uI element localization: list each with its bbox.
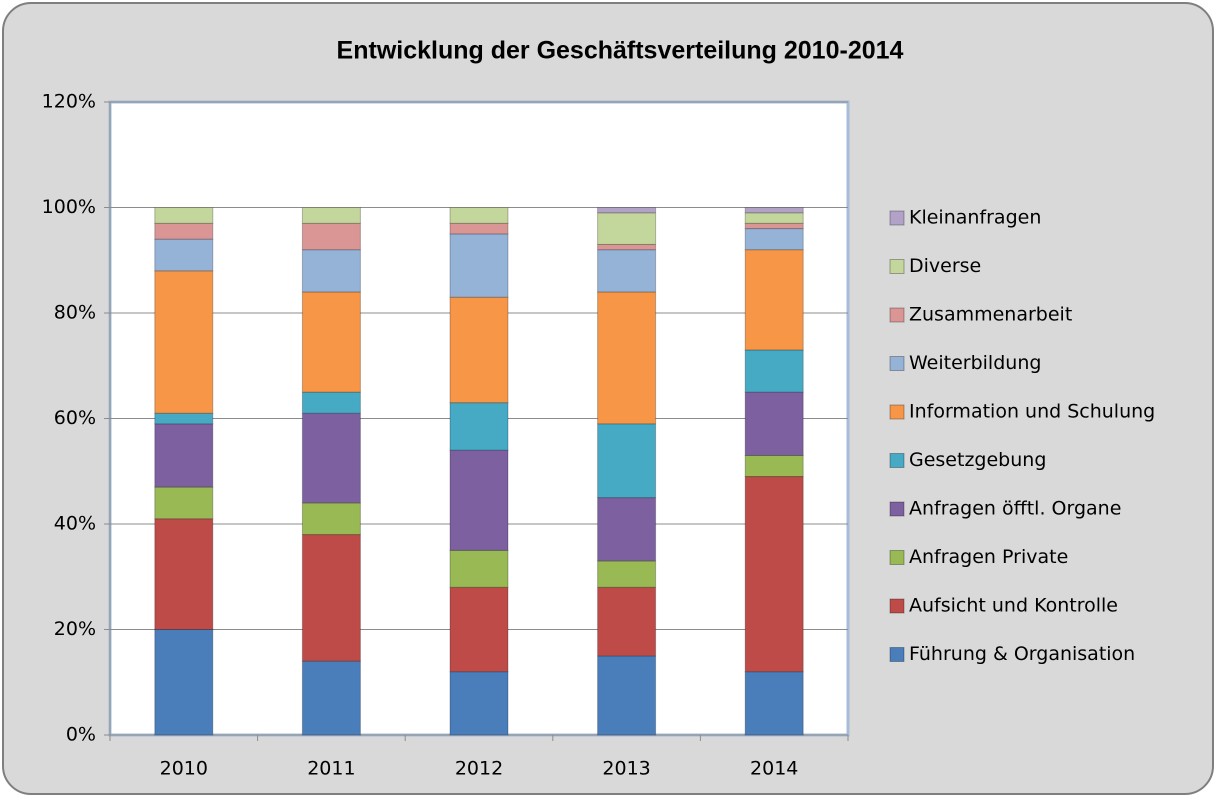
legend-label: Gesetzgebung	[909, 449, 1046, 471]
bar-segment	[301, 502, 361, 536]
legend-label: Weiterbildung	[909, 352, 1041, 374]
bar-segment	[449, 222, 509, 235]
bar-segment	[449, 402, 509, 451]
bar-segment	[154, 629, 214, 736]
y-tick-label: 80%	[54, 302, 96, 324]
y-tick-label: 20%	[54, 618, 96, 640]
bar-segment	[154, 207, 214, 224]
legend-swatch	[889, 259, 905, 274]
bar-segment	[597, 243, 657, 251]
chart-title: Entwicklung der Geschäftsverteilung 2010…	[337, 37, 904, 65]
legend-swatch	[889, 307, 905, 323]
bar-segment	[154, 423, 214, 488]
legend-label: Führung & Organisation	[909, 643, 1135, 665]
bar-segment	[597, 249, 657, 293]
y-tick-label: 0%	[66, 724, 96, 746]
bar-segment	[744, 207, 804, 214]
bar-segment	[449, 207, 509, 224]
legend-swatch	[889, 647, 905, 662]
legend-label: Information und Schulung	[909, 401, 1155, 423]
bar-segment	[597, 291, 657, 425]
legend-label: Diverse	[909, 255, 981, 277]
bar-segment	[597, 655, 657, 736]
bar-segment	[301, 249, 361, 293]
y-tick-label: 120%	[42, 91, 96, 113]
legend-swatch	[889, 598, 905, 614]
legend-swatch	[889, 404, 905, 420]
bar-segment	[744, 391, 804, 456]
legend-label: Kleinanfragen	[909, 207, 1041, 229]
legend-label: Aufsicht und Kontrolle	[909, 595, 1118, 617]
bar-segment	[154, 518, 214, 630]
x-tick-label: 2010	[160, 758, 208, 780]
legend-label: Anfragen öfftl. Organe	[909, 498, 1121, 520]
legend-label: Anfragen Private	[909, 546, 1068, 568]
bar-segment	[154, 486, 214, 520]
x-tick-label: 2013	[602, 758, 650, 780]
bar-segment	[597, 207, 657, 214]
bar-segment	[154, 238, 214, 272]
bar-segment	[744, 222, 804, 230]
bar-segment	[301, 207, 361, 224]
bar-segment	[301, 660, 361, 736]
bar-segment	[597, 586, 657, 657]
bar-segment	[301, 412, 361, 504]
bar-segment	[597, 212, 657, 245]
bar-segment	[597, 560, 657, 588]
bar-segment	[449, 586, 509, 673]
bar-segment	[449, 449, 509, 551]
bar-segment	[744, 671, 804, 736]
legend-swatch	[889, 356, 905, 371]
x-tick-label: 2012	[455, 758, 503, 780]
x-tick-label: 2011	[307, 758, 355, 780]
legend-swatch	[889, 453, 905, 468]
bar-segment	[744, 349, 804, 393]
bar-segment	[744, 476, 804, 673]
bar-segment	[154, 412, 214, 425]
bar-segment	[744, 249, 804, 351]
legend-label: Zusammenarbeit	[909, 304, 1072, 326]
bar-segment	[744, 228, 804, 251]
bar-segment	[449, 671, 509, 736]
y-tick-label: 60%	[54, 407, 96, 429]
y-tick-label: 100%	[42, 196, 96, 218]
x-tick-label: 2014	[750, 758, 798, 780]
legend-swatch	[889, 210, 905, 226]
bar-segment	[744, 212, 804, 224]
bar-segment	[301, 291, 361, 393]
bar-segment	[449, 296, 509, 404]
bar-segment	[301, 222, 361, 251]
bar-segment	[154, 270, 214, 414]
bar-segment	[449, 233, 509, 298]
bar-segment	[449, 549, 509, 588]
bar-segment	[301, 391, 361, 414]
legend-swatch	[889, 501, 905, 517]
y-tick-label: 40%	[54, 513, 96, 535]
bar-segment	[301, 534, 361, 662]
legend-swatch	[889, 550, 905, 565]
bar-segment	[154, 222, 214, 240]
bar-segment	[744, 454, 804, 478]
bar-segment	[597, 423, 657, 499]
bar-segment	[597, 497, 657, 562]
